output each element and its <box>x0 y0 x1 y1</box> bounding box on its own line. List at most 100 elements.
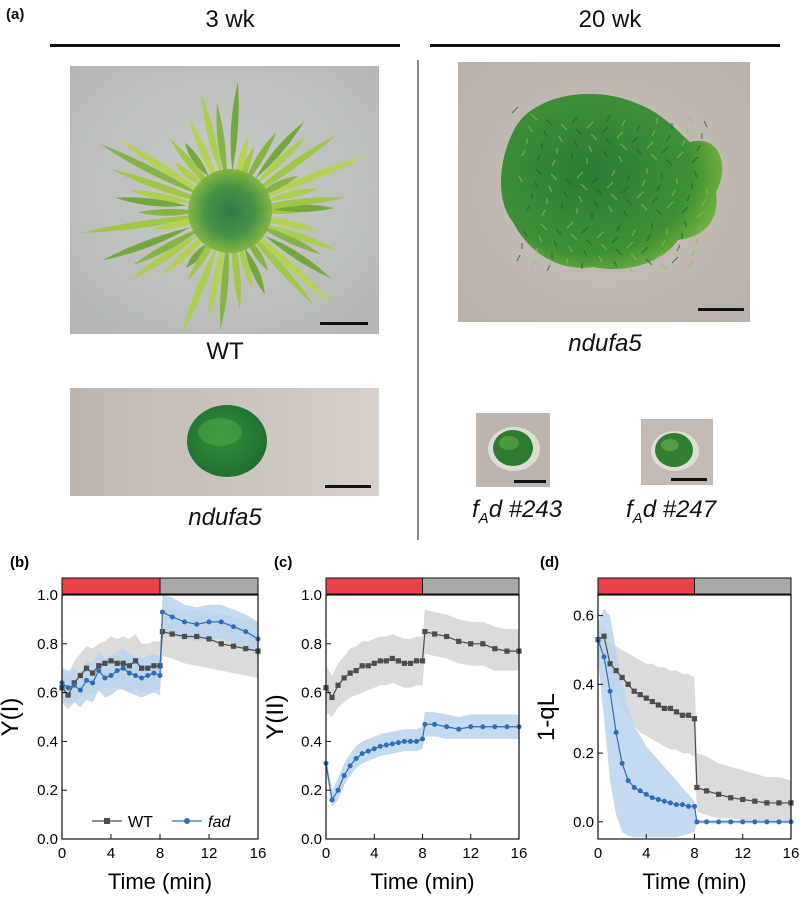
moss-texture <box>656 251 664 259</box>
data-point-fad <box>126 670 132 676</box>
moss-texture <box>616 224 621 232</box>
x-tick-label: 16 <box>783 845 800 862</box>
y-tick-label: 0.4 <box>37 733 58 750</box>
caption-fad-243: fAd #243 <box>472 496 612 527</box>
data-point-fad <box>145 673 151 679</box>
moss-texture <box>546 264 551 272</box>
data-point-fad <box>694 819 700 825</box>
data-point-fad <box>90 680 96 686</box>
data-point-WT <box>65 692 71 698</box>
moss-texture <box>586 121 594 129</box>
data-point-WT <box>740 796 746 803</box>
data-point-fad <box>679 802 685 808</box>
moss-texture <box>676 151 684 159</box>
x-tick-label: 16 <box>511 845 528 862</box>
moss-leaf <box>257 225 321 255</box>
moss-texture <box>628 265 633 273</box>
data-point-fad <box>625 778 631 784</box>
y-tick-label: 0.4 <box>573 676 594 693</box>
data-point-WT <box>504 648 510 654</box>
x-tick-label: 16 <box>250 845 267 862</box>
data-point-fad <box>637 788 643 794</box>
photo-fad-247-illustration <box>641 419 713 485</box>
photo-fad-247 <box>641 419 713 485</box>
moss-texture <box>541 209 546 217</box>
data-point-WT <box>335 682 341 688</box>
moss-texture <box>676 244 681 252</box>
data-point-fad <box>108 673 114 679</box>
moss-texture <box>598 255 603 263</box>
data-point-fad <box>649 795 655 801</box>
moss-texture <box>686 194 691 202</box>
x-tick-label: 4 <box>642 845 650 862</box>
moss-texture <box>536 154 541 162</box>
data-point-WT <box>649 698 655 705</box>
data-point-fad <box>139 675 145 681</box>
data-point-WT <box>383 658 389 664</box>
data-point-WT <box>139 665 145 671</box>
moss-texture <box>523 230 528 238</box>
data-point-fad <box>456 726 462 732</box>
x-tick-label: 4 <box>107 845 115 862</box>
moss-texture <box>650 153 658 161</box>
data-point-WT <box>752 798 758 804</box>
moss-leaf <box>111 169 212 205</box>
moss-leaf <box>208 234 226 319</box>
moss-texture <box>611 236 619 244</box>
data-point-fad <box>206 619 212 625</box>
x-axis-label: Time (min) <box>370 869 474 894</box>
moss-texture <box>530 113 538 121</box>
data-point-fad <box>218 619 224 625</box>
moss-texture <box>631 229 636 237</box>
moss-texture <box>625 198 633 206</box>
data-point-WT <box>444 633 450 640</box>
data-point-WT <box>419 658 426 664</box>
data-point-fad <box>420 736 425 742</box>
x-tick-label: 8 <box>690 845 698 862</box>
moss-texture <box>640 203 648 211</box>
moss-texture <box>701 199 706 207</box>
moss-texture <box>635 148 643 156</box>
y-axis-label: 1-qL <box>533 693 560 741</box>
moss-texture <box>665 158 673 166</box>
dark-period-bar <box>694 577 792 595</box>
legend-entry-WT: WT <box>128 814 153 831</box>
data-point-fad <box>133 673 138 679</box>
y-tick-label: 0.0 <box>573 814 594 831</box>
moss-texture <box>606 114 611 122</box>
legend-marker-fad <box>184 818 190 824</box>
light-period-bar <box>597 577 695 595</box>
data-point-fad <box>740 819 746 825</box>
moss-leaf <box>189 118 221 190</box>
moss-texture <box>590 133 598 141</box>
moss-texture <box>636 191 644 199</box>
moss-texture <box>566 221 574 229</box>
data-point-WT <box>625 681 631 687</box>
x-tick-label: 8 <box>156 845 164 862</box>
data-point-WT <box>206 636 212 642</box>
col-title-20wk: 20 wk <box>578 6 642 33</box>
caption-ndufa5-right: ndufa5 <box>568 330 642 357</box>
moss-leaf <box>80 214 211 233</box>
moss-texture <box>666 134 671 142</box>
moss-texture <box>543 130 548 138</box>
moss-leaf <box>257 175 299 197</box>
moss-leaf <box>216 102 227 183</box>
data-point-fad <box>432 721 438 727</box>
moss-leaf <box>264 224 337 251</box>
data-point-WT <box>120 660 126 666</box>
moss-texture <box>698 225 703 233</box>
data-point-fad <box>480 724 486 730</box>
data-point-fad <box>231 624 236 630</box>
y-tick-label: 0.2 <box>301 782 322 799</box>
data-point-fad <box>492 724 498 730</box>
data-point-fad <box>601 654 607 660</box>
moss-texture <box>521 149 526 157</box>
moss-texture <box>568 245 573 253</box>
moss-texture <box>583 250 588 258</box>
data-point-WT <box>468 641 474 647</box>
x-tick-label: 12 <box>201 845 218 862</box>
data-point-WT <box>218 641 224 647</box>
panel-a-label: (a) <box>6 6 25 23</box>
data-point-fad <box>71 682 77 688</box>
